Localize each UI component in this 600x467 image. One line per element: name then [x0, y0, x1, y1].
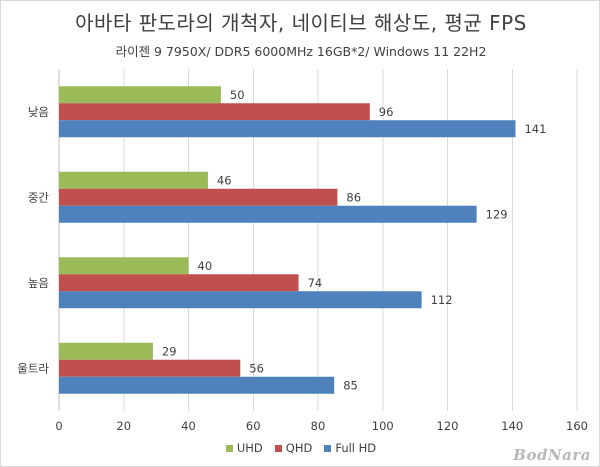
legend-label: Full HD: [335, 441, 377, 455]
legend-swatch: [225, 444, 233, 452]
bar-qhd: [59, 188, 338, 206]
x-tick-label: 0: [55, 419, 62, 433]
x-tick-label: 140: [501, 419, 523, 433]
legend-item: QHD: [274, 441, 313, 455]
bar-qhd: [59, 103, 370, 121]
data-label: 50: [230, 88, 245, 102]
bar-full-hd: [59, 376, 335, 394]
chart-title: 아바타 판도라의 개척자, 네이티브 해상도, 평균 FPS: [75, 11, 527, 35]
bar-qhd: [59, 274, 299, 292]
legend-item: Full HD: [324, 441, 376, 455]
legend-item: UHD: [225, 441, 263, 455]
legend-label: QHD: [285, 441, 313, 455]
chart-subtitle: 라이젠 9 7950X/ DDR5 6000MHz 16GB*2/ Window…: [115, 44, 487, 59]
category-label: 중간: [28, 190, 50, 204]
bar-uhd: [59, 257, 189, 275]
data-label: 129: [486, 207, 508, 221]
data-label: 46: [217, 173, 232, 187]
data-label: 74: [308, 276, 323, 290]
legend-label: UHD: [236, 441, 263, 455]
x-tick-label: 40: [181, 419, 196, 433]
x-tick-label: 20: [116, 419, 131, 433]
x-tick-label: 80: [311, 419, 326, 433]
category-label: 높음: [28, 276, 49, 290]
data-label: 85: [343, 378, 358, 392]
bar-qhd: [59, 359, 241, 377]
legend-swatch: [274, 444, 282, 452]
bar-uhd: [59, 342, 153, 360]
data-label: 86: [346, 190, 361, 204]
x-tick-label: 160: [566, 419, 588, 433]
data-label: 112: [431, 293, 453, 307]
x-tick-label: 120: [437, 419, 459, 433]
data-label: 96: [379, 105, 394, 119]
data-label: 141: [524, 122, 546, 136]
category-label: 낮음: [28, 105, 49, 119]
bar-uhd: [59, 86, 221, 104]
bar-full-hd: [59, 120, 516, 138]
bar-full-hd: [59, 205, 477, 223]
data-label: 56: [249, 361, 264, 375]
bar-full-hd: [59, 291, 422, 309]
chart-legend: UHD QHD Full HD: [1, 441, 599, 455]
x-tick-label: 100: [372, 419, 394, 433]
bar-uhd: [59, 171, 208, 189]
category-label: 울트라: [17, 361, 49, 375]
bodnara-watermark: BodNara: [513, 446, 591, 464]
legend-swatch: [324, 444, 332, 452]
data-label: 40: [198, 259, 213, 273]
data-label: 29: [162, 344, 177, 358]
x-tick-label: 60: [246, 419, 261, 433]
